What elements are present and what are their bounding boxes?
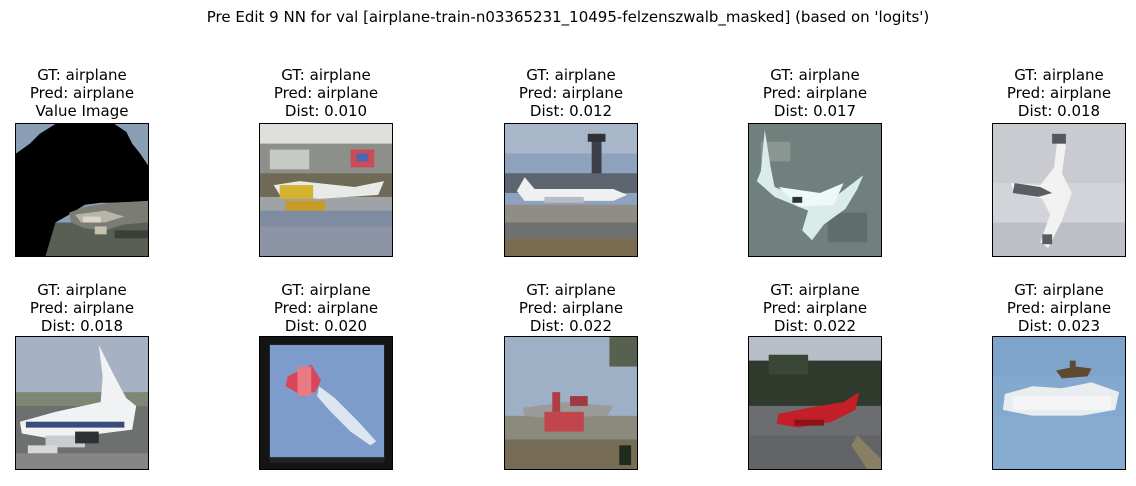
pred-label: Pred: airplane: [29, 299, 135, 317]
neighbor-image: [259, 336, 393, 470]
gt-label: GT: airplane: [1014, 281, 1104, 299]
gt-label: GT: airplane: [37, 66, 127, 84]
pred-label: Pred: airplane: [273, 299, 379, 317]
neighbor-image: [748, 123, 882, 257]
panel-caption: GT: airplane Pred: airplane Dist: 0.022: [464, 281, 678, 335]
panel-caption: GT: airplane Pred: airplane Dist: 0.018: [952, 66, 1136, 120]
info-label: Dist: 0.012: [529, 102, 613, 120]
panel-caption: GT: airplane Pred: airplane Dist: 0.010: [219, 66, 433, 120]
pred-label: Pred: airplane: [762, 299, 868, 317]
gt-label: GT: airplane: [770, 281, 860, 299]
neighbor-image: [259, 123, 393, 257]
info-label: Dist: 0.018: [40, 317, 124, 335]
info-label: Dist: 0.017: [773, 102, 857, 120]
pred-label: Pred: airplane: [1006, 299, 1112, 317]
pred-label: Pred: airplane: [29, 84, 135, 102]
info-label: Dist: 0.018: [1017, 102, 1101, 120]
info-label: Dist: 0.022: [773, 317, 857, 335]
gt-label: GT: airplane: [281, 281, 371, 299]
neighbor-image: [992, 336, 1126, 470]
pred-label: Pred: airplane: [1006, 84, 1112, 102]
pred-label: Pred: airplane: [273, 84, 379, 102]
pred-label: Pred: airplane: [518, 299, 624, 317]
info-label: Dist: 0.023: [1017, 317, 1101, 335]
panel-caption: GT: airplane Pred: airplane Value Image: [0, 66, 189, 120]
gt-label: GT: airplane: [1014, 66, 1104, 84]
gt-label: GT: airplane: [526, 66, 616, 84]
figure-title: Pre Edit 9 NN for val [airplane-train-n0…: [206, 8, 930, 26]
panel-caption: GT: airplane Pred: airplane Dist: 0.022: [708, 281, 922, 335]
info-label: Value Image: [35, 102, 129, 120]
panel-caption: GT: airplane Pred: airplane Dist: 0.012: [464, 66, 678, 120]
neighbor-image: [748, 336, 882, 470]
gt-label: GT: airplane: [526, 281, 616, 299]
gt-label: GT: airplane: [281, 66, 371, 84]
info-label: Dist: 0.010: [284, 102, 368, 120]
neighbor-image: [15, 336, 149, 470]
panel-caption: GT: airplane Pred: airplane Dist: 0.023: [952, 281, 1136, 335]
neighbor-image: [992, 123, 1126, 257]
panel-caption: GT: airplane Pred: airplane Dist: 0.018: [0, 281, 189, 335]
info-label: Dist: 0.020: [284, 317, 368, 335]
panel-caption: GT: airplane Pred: airplane Dist: 0.020: [219, 281, 433, 335]
neighbor-image: [504, 336, 638, 470]
info-label: Dist: 0.022: [529, 317, 613, 335]
gt-label: GT: airplane: [37, 281, 127, 299]
pred-label: Pred: airplane: [518, 84, 624, 102]
panel-caption: GT: airplane Pred: airplane Dist: 0.017: [708, 66, 922, 120]
pred-label: Pred: airplane: [762, 84, 868, 102]
query-image: [15, 123, 149, 257]
gt-label: GT: airplane: [770, 66, 860, 84]
neighbor-image: [504, 123, 638, 257]
